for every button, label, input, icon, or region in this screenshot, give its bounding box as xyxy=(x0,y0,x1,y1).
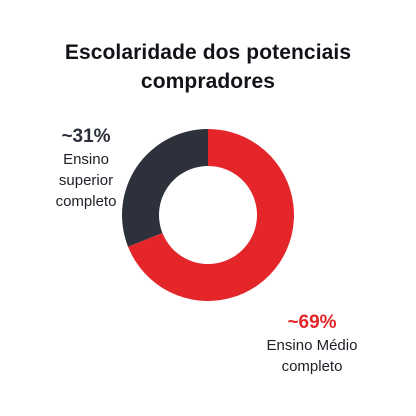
donut-slices xyxy=(122,129,294,301)
slice-value-medio: ~69% xyxy=(287,312,337,333)
slice-name-medio-line-2: completo xyxy=(281,358,343,375)
slice-label-superior: ~31% Ensino superior completo xyxy=(46,125,126,212)
slice-value-superior: ~31% xyxy=(61,126,111,147)
slice-name-superior-line-3: completo xyxy=(55,193,117,210)
slice-name-medio-line-1: Ensino Médio xyxy=(266,337,358,354)
donut-slice-ensino-superior xyxy=(122,129,208,247)
slice-name-superior-line-1: Ensino xyxy=(63,151,109,168)
chart-title-line-1: Escolaridade dos potenciais xyxy=(64,41,352,64)
slice-name-superior-line-2: superior xyxy=(58,172,114,189)
chart-title-line-2: compradores xyxy=(140,70,276,93)
chart-title: Escolaridade dos potenciais compradores xyxy=(0,38,416,96)
donut-slice-ensino-medio xyxy=(128,129,294,301)
slice-label-medio: ~69% Ensino Médio completo xyxy=(252,311,372,377)
